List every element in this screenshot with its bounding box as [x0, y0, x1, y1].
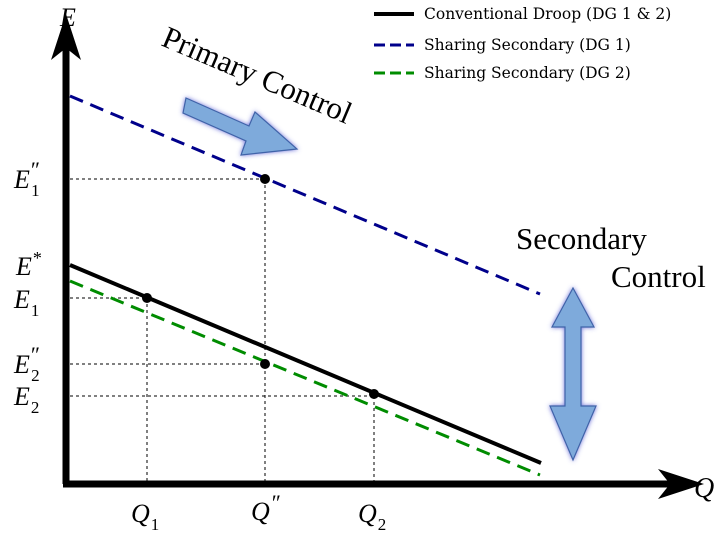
tick-q1: Q1	[131, 499, 159, 533]
y-axis-label: E	[59, 3, 76, 32]
tick-e1: E1	[13, 285, 39, 320]
point-e2	[369, 389, 379, 399]
x-axis-label: Q	[694, 473, 714, 504]
x-axis-arrowhead	[658, 469, 704, 499]
tick-e1-pp: E″ 1	[13, 157, 40, 200]
tick-e2-pp: E″ 2	[13, 342, 40, 385]
point-e1-pp	[260, 174, 270, 184]
sharing-secondary-dg1-line	[69, 94, 541, 296]
axes	[51, 14, 704, 499]
secondary-control-label-line1: Secondary	[516, 221, 647, 256]
legend-label-dg1: Sharing Secondary (DG 1)	[424, 36, 631, 54]
tick-e2: E2	[13, 382, 39, 417]
guide-lines	[70, 178, 375, 484]
secondary-control-double-arrow	[549, 286, 597, 462]
operating-points	[142, 174, 379, 399]
tick-e-star: E*	[15, 248, 42, 281]
point-e1	[142, 293, 152, 303]
primary-control-arrow	[182, 97, 299, 156]
point-e2-pp	[260, 359, 270, 369]
y-axis-arrowhead	[51, 14, 81, 60]
tick-q-pp: Q″	[251, 490, 281, 526]
tick-q2: Q2	[358, 499, 386, 533]
legend: Conventional Droop (DG 1 & 2) Sharing Se…	[374, 5, 671, 82]
conventional-droop-line	[69, 263, 542, 465]
legend-label-dg2: Sharing Secondary (DG 2)	[424, 64, 631, 82]
legend-label-conventional: Conventional Droop (DG 1 & 2)	[424, 5, 671, 23]
sharing-secondary-dg2-line	[69, 279, 541, 477]
secondary-control-label-line2: Control	[611, 259, 706, 294]
